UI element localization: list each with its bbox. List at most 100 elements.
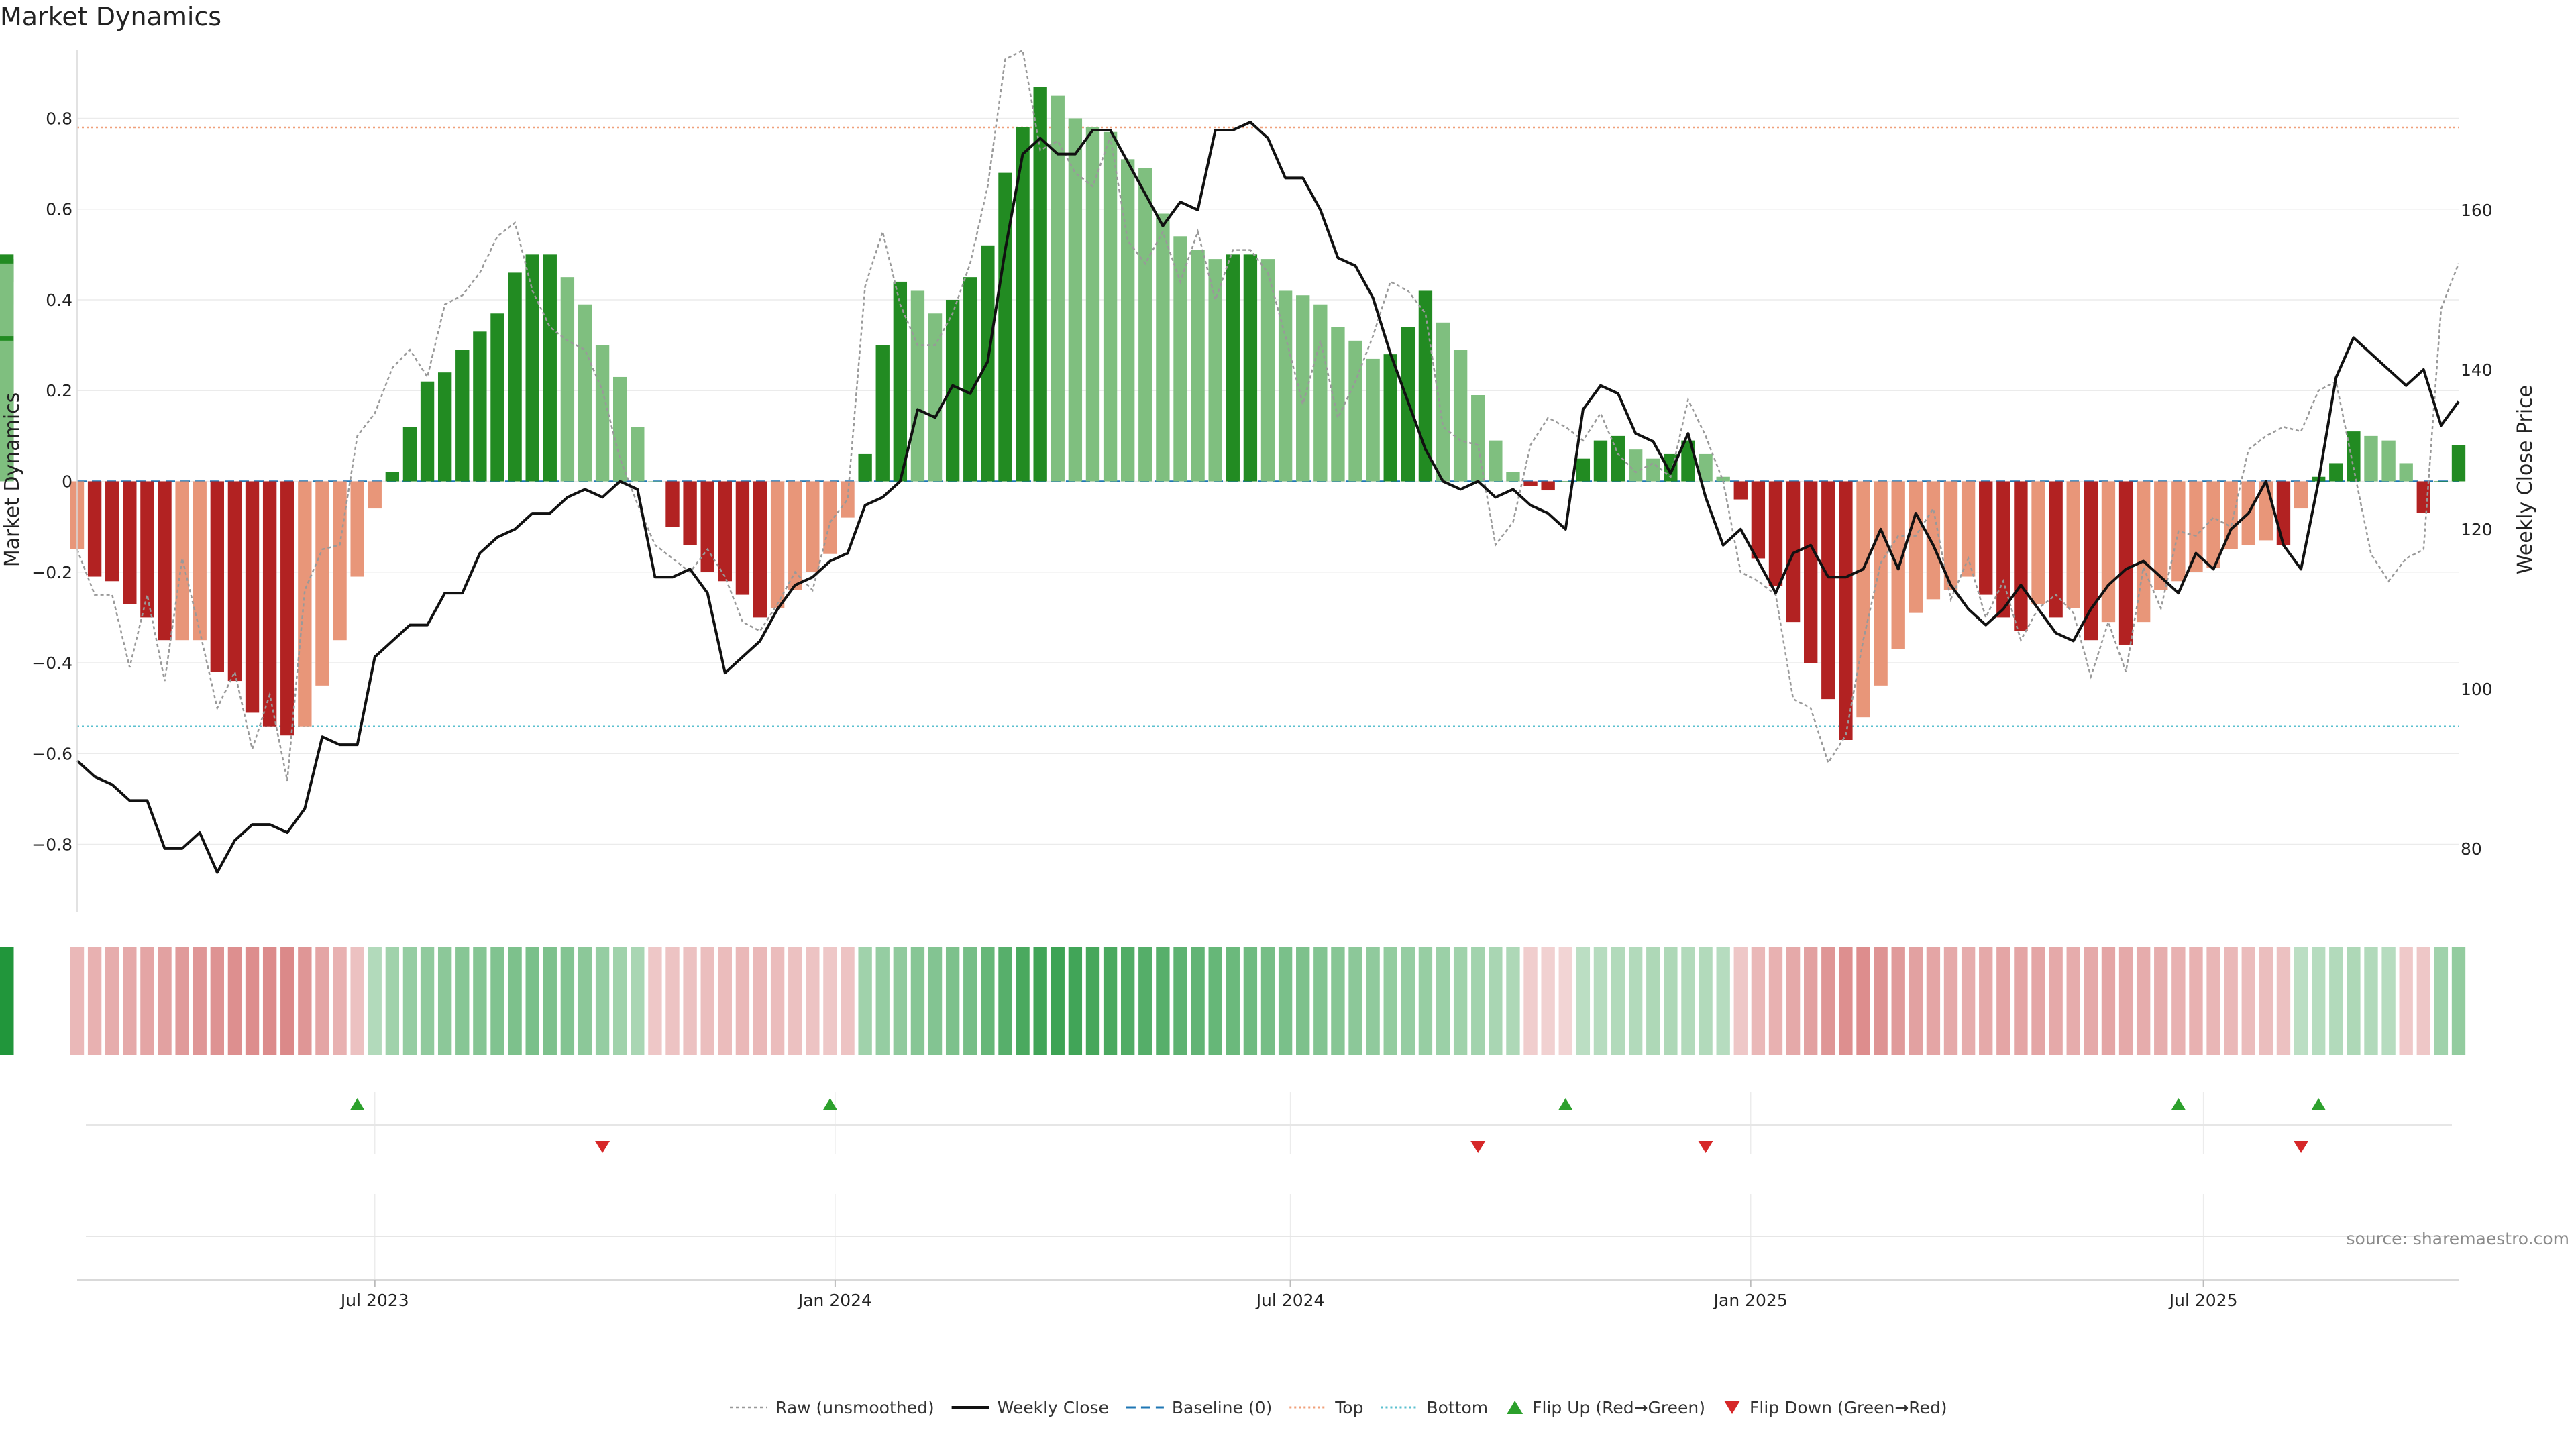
dynamics-bar: [368, 481, 382, 509]
heat-cell: [1961, 947, 1976, 1055]
heat-cell: [368, 947, 382, 1055]
legend: Raw (unsmoothed) Weekly Close Baseline (0)…: [730, 1398, 1947, 1417]
dynamics-bar: [1243, 254, 1258, 482]
heat-cell: [1891, 947, 1905, 1055]
heat-cell: [1768, 947, 1783, 1055]
dynamics-bar: [1856, 481, 1870, 718]
x-tick-label: Jul 2025: [2168, 1291, 2238, 1310]
heat-cell: [560, 947, 575, 1055]
y-tick-label: 0.8: [46, 109, 72, 128]
heat-cell: [105, 947, 119, 1055]
dynamics-bar: [455, 350, 470, 482]
dynamics-bar: [437, 372, 452, 482]
heat-cell: [2189, 947, 2203, 1055]
heat-cell: [981, 947, 995, 1055]
flip-up-marker: [2171, 1098, 2186, 1110]
heat-cell: [140, 947, 154, 1055]
heat-cell: [1786, 947, 1801, 1055]
dynamics-bar: [735, 481, 750, 595]
axes: −0.8 −0.6 −0.4 −0.2 0 0.2 0.4 0.6 0.8 80 100 120 140…: [32, 50, 2493, 1310]
heat-cell: [2311, 947, 2326, 1055]
heat-cell: [1996, 947, 2010, 1055]
dynamics-bar: [1768, 481, 1783, 586]
dynamics-bar: [1996, 481, 2010, 618]
dynamics-bar: [2416, 481, 2430, 513]
dynamics-bar: [1489, 440, 1503, 482]
dynamics-bar: [595, 345, 610, 482]
dynamics-bar: [683, 481, 697, 545]
heat-cell: [1733, 947, 1748, 1055]
legend-label: Baseline (0): [1172, 1398, 1272, 1417]
dynamics-bar: [841, 481, 855, 518]
dynamics-bar: [1979, 481, 1993, 595]
dynamics-bar: [2276, 481, 2291, 545]
dynamics-bar: [2031, 481, 2045, 604]
dynamics-bar: [350, 481, 364, 577]
heat-cell: [1173, 947, 1187, 1055]
chart-title: Market Dynamics: [0, 2, 221, 32]
dynamics-bar: [1226, 254, 1240, 482]
heat-cell: [315, 947, 329, 1055]
dynamics-bar: [788, 481, 802, 590]
dynamics-bar: [578, 304, 592, 482]
heat-cell: [595, 947, 610, 1055]
dynamics-bar: [1506, 472, 1520, 482]
dynamics-bar: [1296, 295, 1310, 482]
heat-cell: [998, 947, 1012, 1055]
y2-tick-label: 160: [2461, 201, 2493, 220]
heat-cell: [1716, 947, 1730, 1055]
dynamics-bar: [2364, 435, 2378, 482]
heat-cell: [2241, 947, 2255, 1055]
dynamics-bar: [1926, 481, 1941, 600]
heat-cell: [1033, 947, 1047, 1055]
heat-cell: [1016, 947, 1030, 1055]
heat-cell: [823, 947, 837, 1055]
weekly-close-line: [76, 121, 2460, 874]
dynamics-bar: [1541, 481, 1555, 491]
flip-down-marker: [1470, 1141, 1486, 1153]
heat-cell: [945, 947, 960, 1055]
heat-cell: [2294, 947, 2308, 1055]
heat-cell: [2347, 947, 2361, 1055]
heat-cell: [350, 947, 364, 1055]
heat-cell: [1943, 947, 1958, 1055]
dynamics-bar: [1138, 168, 1152, 482]
heat-cell: [928, 947, 943, 1055]
dynamics-bar: [1051, 95, 1065, 482]
dynamics-bar: [910, 290, 925, 482]
flip-up-marker: [2311, 1098, 2326, 1110]
y2-tick-label: 100: [2461, 680, 2493, 699]
heat-cell: [1576, 947, 1591, 1055]
dynamics-bar: [2136, 481, 2151, 623]
dynamics-bar: [245, 481, 260, 713]
dynamics-bar: [1804, 481, 1818, 663]
heat-cell: [1874, 947, 1888, 1055]
y-tick-label: 0.6: [46, 200, 72, 219]
heat-cell: [683, 947, 697, 1055]
heat-cell: [1278, 947, 1293, 1055]
heat-cell: [1839, 947, 1853, 1055]
dynamics-bar: [1786, 481, 1801, 623]
dynamics-bar: [2294, 481, 2308, 509]
heat-cell: [1156, 947, 1170, 1055]
x-tick-label: Jan 2025: [1713, 1291, 1788, 1310]
heat-cell: [0, 947, 14, 1055]
heat-cell: [1418, 947, 1433, 1055]
dynamics-bar: [1874, 481, 1888, 686]
dynamics-bar: [1453, 350, 1468, 482]
heat-cell: [1331, 947, 1345, 1055]
y2-axis-label: Weekly Close Price: [2514, 385, 2537, 574]
heat-cell: [508, 947, 522, 1055]
dynamics-bar: [525, 254, 539, 482]
heat-cell: [2276, 947, 2291, 1055]
flip-down-marker: [2294, 1141, 2309, 1153]
dynamics-bar: [543, 254, 557, 482]
heat-cell: [1296, 947, 1310, 1055]
dynamics-bar: [2049, 481, 2063, 618]
dynamics-bar: [560, 277, 575, 482]
heat-cell: [806, 947, 820, 1055]
series-lines: [76, 49, 2460, 874]
heat-cell: [2014, 947, 2028, 1055]
dynamics-bar: [1191, 250, 1205, 482]
